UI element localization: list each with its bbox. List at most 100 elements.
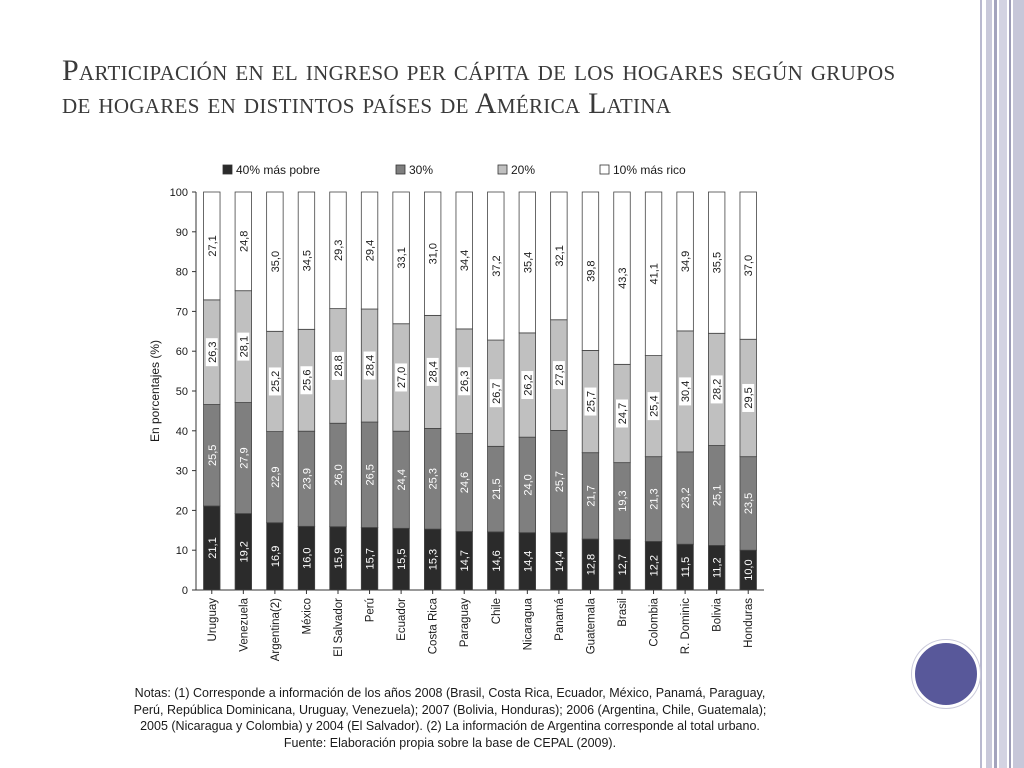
data-label: 28,2: [712, 379, 724, 400]
data-label: 22,9: [270, 466, 282, 487]
data-label: 15,3: [428, 549, 440, 570]
bar-segment: [708, 191, 726, 334]
data-label: 15,9: [333, 548, 345, 569]
data-label-background: [363, 351, 376, 380]
bar-segment: [550, 191, 568, 321]
data-label: 26,7: [491, 382, 503, 403]
legend-label: 20%: [511, 163, 535, 177]
x-tick-label: Honduras: [743, 598, 755, 648]
decorative-stripe: [994, 0, 997, 768]
data-label: 32,1: [554, 245, 566, 266]
x-tick-label: El Salvador: [333, 598, 345, 657]
data-label: 28,1: [238, 336, 250, 357]
x-tick-label: Argentina(2): [270, 598, 282, 661]
data-label-background: [395, 363, 408, 392]
data-label: 23,2: [680, 487, 692, 508]
decorative-stripe: [1009, 0, 1011, 768]
decorative-circle: [912, 640, 980, 708]
data-label: 21,3: [649, 488, 661, 509]
x-tick-label: Nicaragua: [522, 597, 534, 650]
bar-segment: [266, 191, 284, 332]
data-label: 34,5: [301, 250, 313, 271]
x-tick-label: Ecuador: [396, 598, 408, 641]
data-label: 34,4: [459, 250, 471, 271]
bar-segment: [455, 191, 473, 330]
bar-segment: [203, 191, 221, 301]
x-tick-label: Chile: [491, 598, 503, 624]
data-label: 26,2: [522, 374, 534, 395]
data-label: 14,6: [491, 550, 503, 571]
data-label: 23,5: [743, 493, 755, 514]
data-label-background: [710, 375, 723, 404]
data-label: 14,7: [459, 550, 471, 571]
legend-label: 10% más rico: [613, 163, 686, 177]
data-label: 41,1: [649, 263, 661, 284]
y-tick-label: 80: [176, 267, 188, 279]
data-label: 27,8: [554, 364, 566, 385]
data-label-background: [584, 387, 597, 416]
data-label: 21,1: [207, 537, 219, 558]
data-label: 15,7: [365, 548, 377, 569]
x-tick-label: Uruguay: [207, 598, 219, 642]
data-label: 25,2: [270, 371, 282, 392]
data-label: 34,9: [680, 251, 692, 272]
data-label-background: [552, 361, 565, 390]
data-label-background: [616, 399, 628, 428]
x-tick-label: Brasil: [617, 598, 629, 627]
data-label: 16,0: [301, 547, 313, 568]
y-tick-label: 90: [176, 227, 188, 239]
x-tick-label: Bolivia: [712, 597, 724, 631]
y-tick-label: 20: [176, 505, 188, 517]
data-label: 25,7: [554, 471, 566, 492]
data-label: 24,4: [396, 469, 408, 490]
data-label: 30,4: [680, 381, 692, 402]
data-label-background: [521, 371, 534, 400]
data-label: 24,6: [459, 472, 471, 493]
y-tick-label: 50: [176, 386, 188, 398]
bar-segment: [613, 191, 631, 365]
data-label: 15,5: [396, 548, 408, 569]
data-label-background: [742, 383, 755, 412]
data-label-background: [679, 377, 692, 406]
data-label: 26,3: [207, 341, 219, 362]
data-label: 11,2: [712, 557, 724, 578]
data-label: 21,5: [491, 478, 503, 499]
bar-segment: [392, 191, 410, 325]
data-label: 11,5: [680, 557, 692, 578]
data-label-background: [332, 351, 344, 380]
data-label: 24,7: [617, 403, 629, 424]
bar-segment: [518, 191, 536, 334]
data-label: 14,4: [522, 551, 534, 572]
data-label: 29,3: [333, 240, 345, 261]
x-tick-label: Colombia: [649, 597, 661, 646]
data-label: 26,0: [333, 464, 345, 485]
data-label: 25,3: [428, 468, 440, 489]
legend-label: 40% más pobre: [236, 163, 320, 177]
data-label: 25,4: [649, 395, 661, 416]
y-tick-label: 60: [176, 346, 188, 358]
data-label: 23,9: [301, 468, 313, 489]
x-tick-label: Costa Rica: [428, 597, 440, 654]
data-label: 25,7: [585, 391, 597, 412]
x-tick-label: México: [301, 598, 313, 634]
y-tick-label: 100: [170, 187, 188, 199]
data-label: 35,5: [712, 252, 724, 273]
data-label: 12,2: [649, 555, 661, 576]
data-label: 35,0: [270, 251, 282, 272]
bar-segment: [360, 191, 379, 310]
data-label: 37,2: [491, 255, 503, 276]
y-tick-label: 30: [176, 466, 188, 478]
data-label-background: [489, 379, 502, 408]
data-label: 29,4: [365, 240, 377, 261]
y-tick-label: 70: [176, 306, 188, 318]
data-label: 19,2: [238, 541, 250, 562]
y-tick-label: 0: [182, 585, 188, 597]
bar-segment: [581, 191, 600, 351]
chart-notes: Notas: (1) Corresponde a información de …: [118, 685, 782, 751]
data-label: 28,4: [365, 355, 377, 376]
data-label-background: [647, 392, 660, 421]
bar-segment: [329, 191, 347, 310]
bar-segment: [644, 191, 663, 356]
data-label: 39,8: [585, 260, 597, 281]
